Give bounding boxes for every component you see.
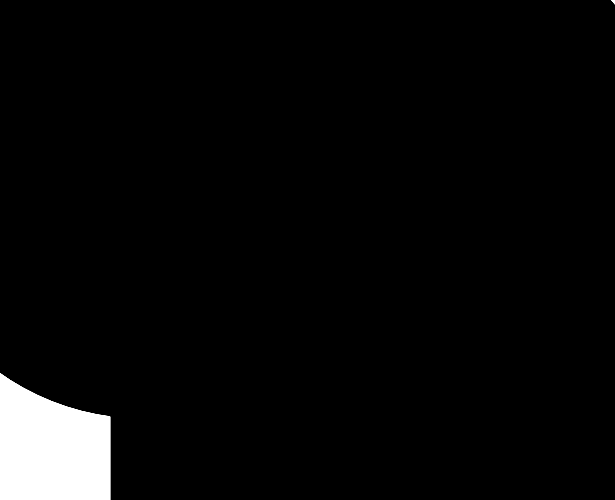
- Bar: [328, 110, 527, 408]
- Text: 23: 23: [88, 377, 103, 387]
- Bar: [141, 217, 272, 268]
- Bar: [123, 133, 163, 166]
- Bar: [116, 116, 281, 172]
- Bar: [109, 211, 294, 274]
- Text: 91: 91: [528, 174, 542, 184]
- Text: 95: 95: [416, 60, 431, 72]
- Text: 94: 94: [464, 60, 478, 72]
- Text: 81: 81: [528, 342, 542, 351]
- Bar: [349, 114, 515, 131]
- Text: 91: 91: [88, 174, 103, 184]
- Bar: [404, 133, 444, 166]
- Bar: [116, 114, 281, 131]
- Bar: [398, 171, 448, 200]
- Text: 83: 83: [528, 274, 542, 284]
- Bar: [190, 171, 240, 200]
- Bar: [130, 354, 193, 384]
- Bar: [346, 217, 477, 268]
- Text: 44: 44: [528, 209, 542, 219]
- Text: 92: 92: [528, 141, 542, 151]
- Text: ФИГ. 5: ФИГ. 5: [288, 439, 341, 453]
- Bar: [130, 318, 193, 347]
- Bar: [412, 277, 456, 306]
- Text: 48: 48: [528, 232, 542, 242]
- Bar: [123, 171, 173, 200]
- Text: 92: 92: [88, 141, 103, 151]
- Text: 43: 43: [88, 209, 103, 219]
- Bar: [354, 223, 399, 262]
- Bar: [121, 312, 290, 390]
- Bar: [355, 133, 395, 166]
- Bar: [300, 112, 331, 406]
- Bar: [220, 133, 260, 166]
- Bar: [336, 211, 521, 274]
- Text: 83: 83: [88, 274, 103, 284]
- Bar: [349, 354, 413, 384]
- Bar: [213, 354, 276, 384]
- Bar: [464, 171, 514, 200]
- Text: 24: 24: [528, 377, 542, 387]
- Bar: [213, 318, 276, 347]
- Bar: [141, 277, 186, 306]
- Text: 93: 93: [528, 108, 542, 118]
- Bar: [109, 278, 294, 394]
- Text: 93: 93: [88, 108, 103, 118]
- Bar: [349, 116, 515, 172]
- Text: 45: 45: [528, 246, 542, 256]
- Bar: [346, 277, 391, 306]
- Text: 47: 47: [89, 232, 103, 242]
- Bar: [413, 223, 458, 262]
- Bar: [336, 112, 521, 206]
- Bar: [103, 110, 302, 408]
- Text: 82: 82: [528, 289, 542, 299]
- Bar: [336, 278, 521, 394]
- Bar: [171, 133, 211, 166]
- Text: ФИГ. 5: ФИГ. 5: [288, 439, 341, 453]
- Text: 96: 96: [236, 60, 252, 72]
- Bar: [209, 223, 254, 262]
- Text: 87: 87: [308, 426, 323, 439]
- Text: 81: 81: [88, 342, 103, 351]
- Bar: [453, 133, 493, 166]
- Bar: [349, 318, 413, 347]
- Text: 96: 96: [375, 60, 390, 72]
- Text: 82: 82: [88, 289, 103, 299]
- Text: 42: 42: [88, 246, 103, 256]
- Text: 95: 95: [196, 60, 211, 72]
- Bar: [432, 354, 496, 384]
- Bar: [208, 277, 252, 306]
- Bar: [269, 396, 362, 426]
- Text: 94: 94: [157, 60, 172, 72]
- Bar: [432, 318, 496, 347]
- Bar: [109, 112, 294, 206]
- Bar: [149, 223, 194, 262]
- Bar: [340, 312, 510, 390]
